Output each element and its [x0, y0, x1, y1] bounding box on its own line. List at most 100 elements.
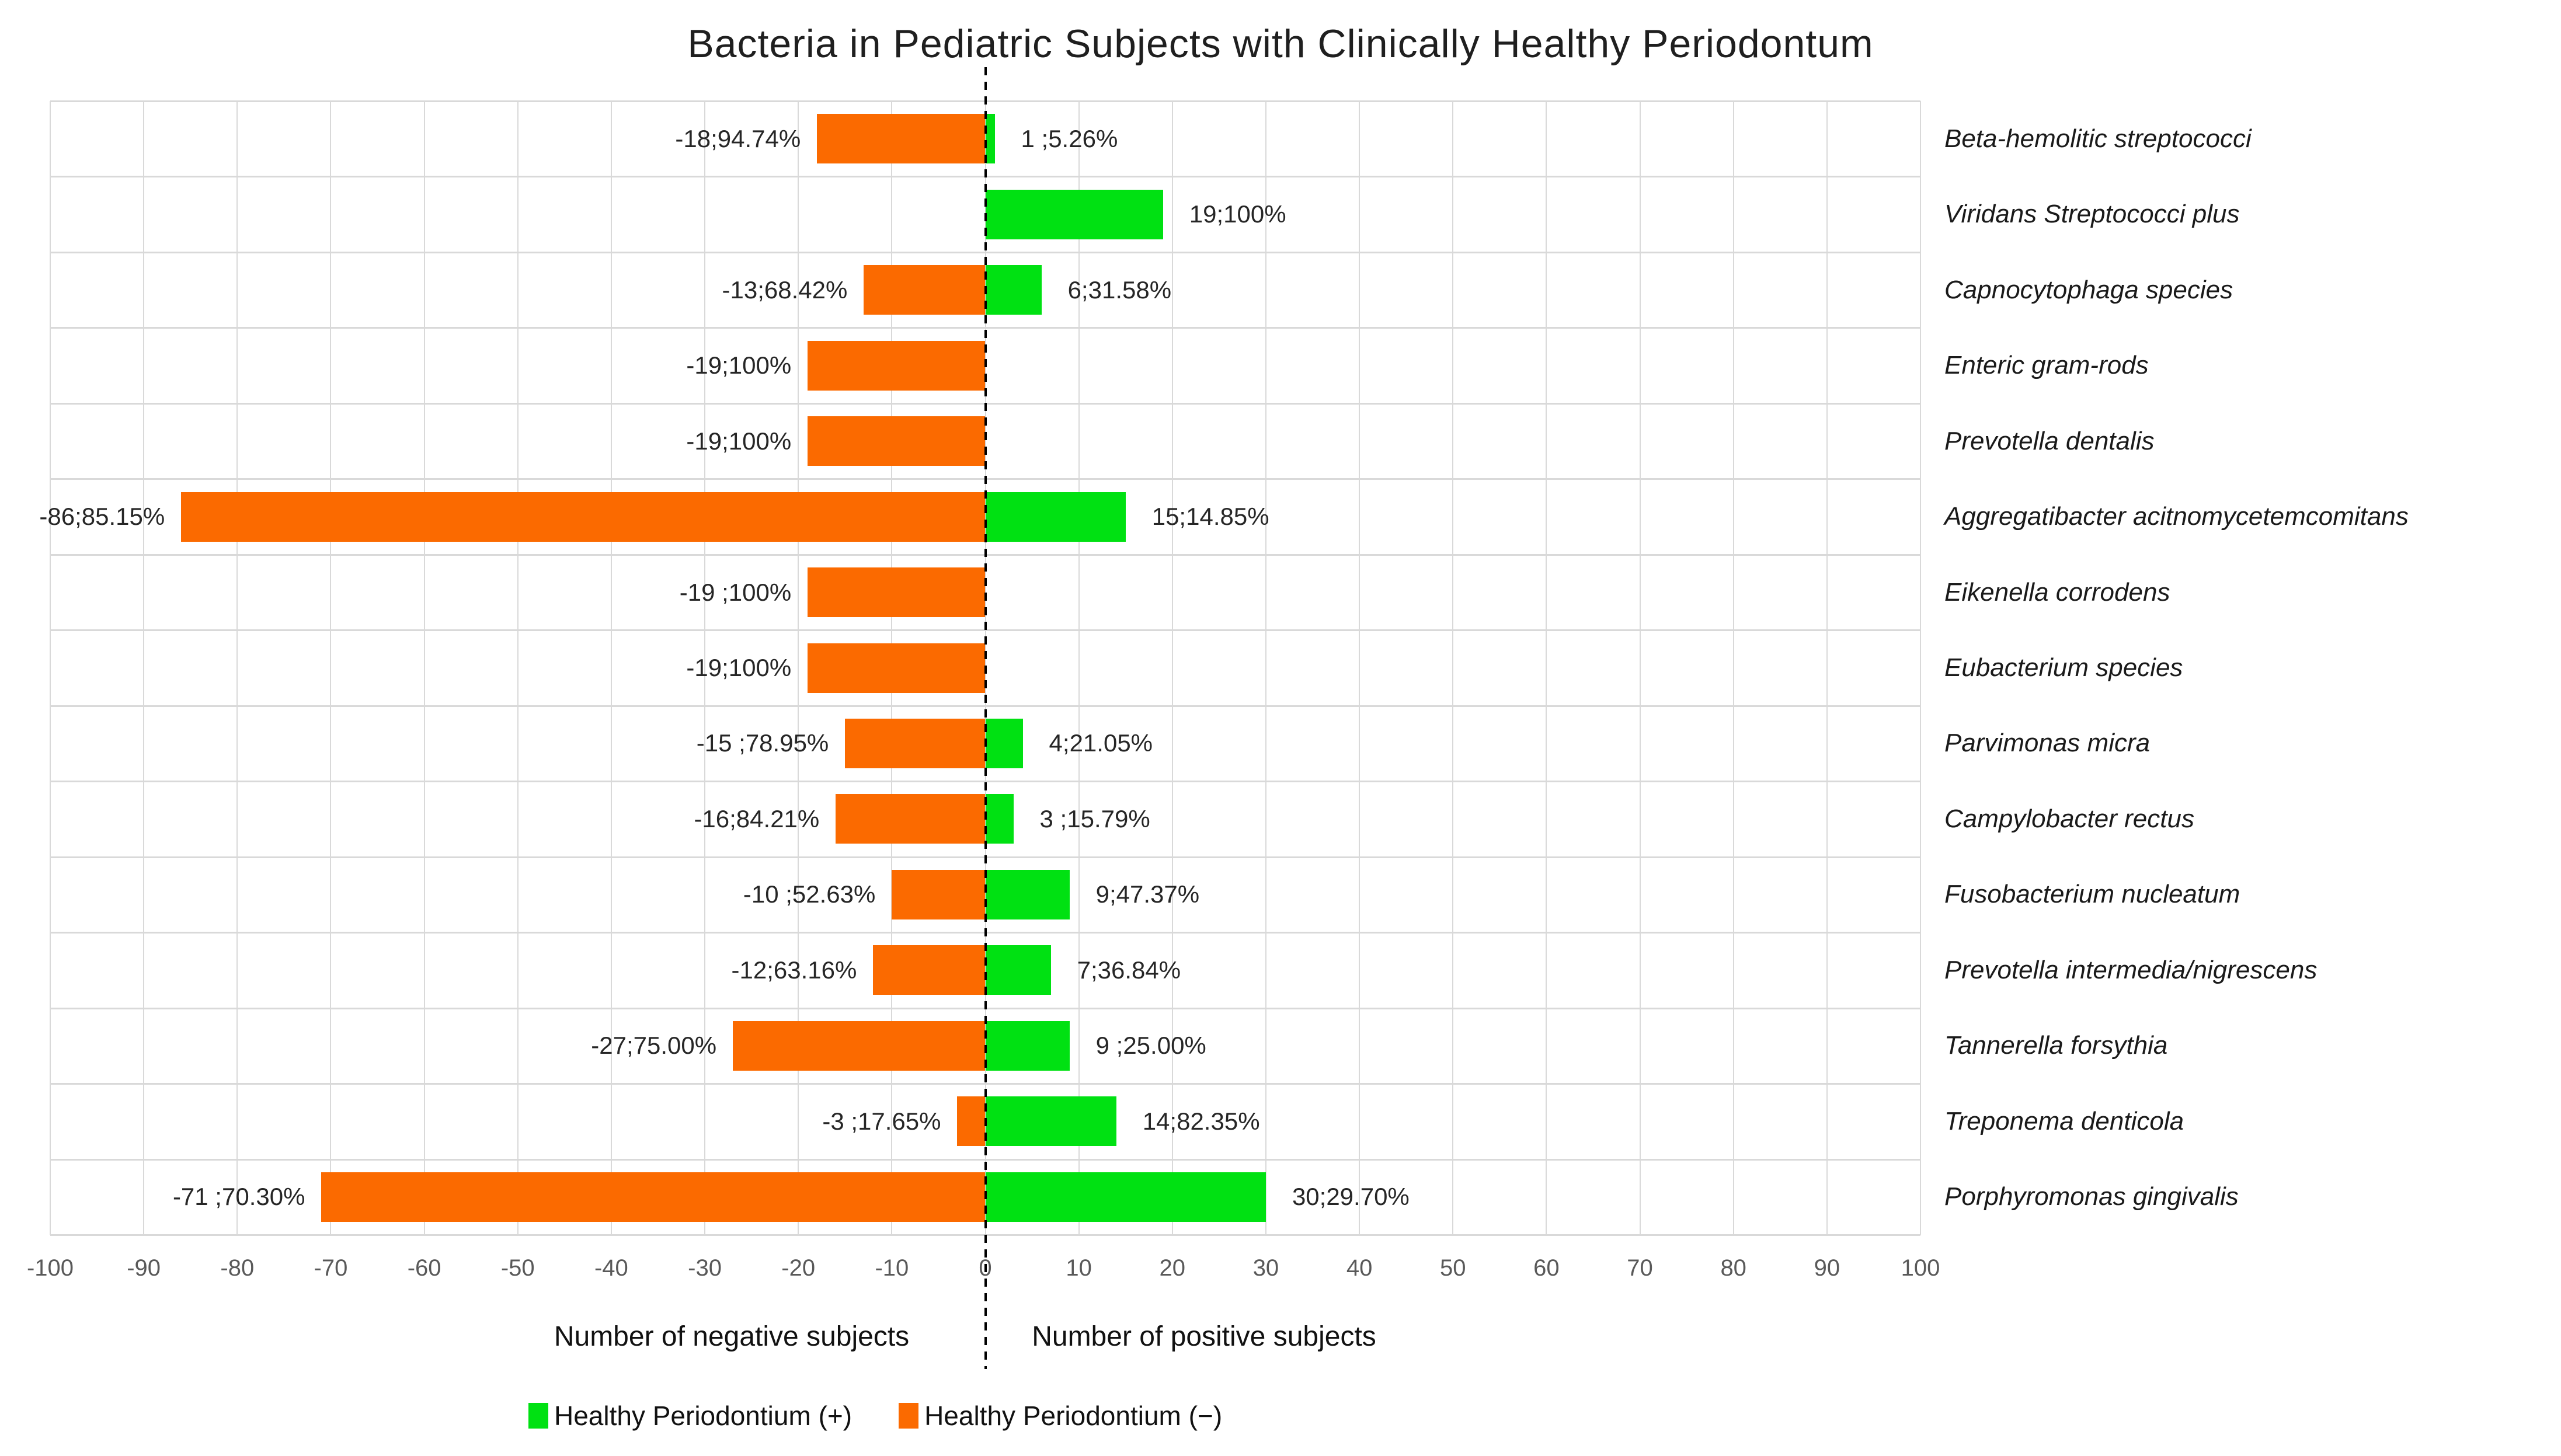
category-label: Aggregatibacter acitnomycetemcomitans	[1944, 502, 2409, 531]
bar-positive	[985, 1096, 1116, 1146]
x-tick-label: -40	[594, 1255, 628, 1281]
x-tick-label: 60	[1533, 1255, 1560, 1281]
gridline-vertical	[1171, 101, 1173, 1235]
gridline-vertical	[143, 101, 145, 1235]
chart-title: Bacteria in Pediatric Subjects with Clin…	[687, 22, 1874, 66]
bar-negative	[957, 1096, 986, 1146]
x-tick-label: 0	[979, 1255, 992, 1281]
bar-label-positive: 15;14.85%	[1151, 503, 1269, 531]
x-tick-label: 10	[1066, 1255, 1092, 1281]
x-tick-label: -60	[407, 1255, 441, 1281]
category-label: Fusobacterium nucleatum	[1944, 880, 2240, 909]
bar-negative	[808, 341, 986, 391]
x-tick-label: 50	[1440, 1255, 1466, 1281]
bar-positive	[985, 190, 1163, 239]
gridline-vertical	[1826, 101, 1828, 1235]
zero-axis-dashed-line	[984, 67, 987, 1369]
bar-negative	[733, 1021, 986, 1071]
legend: Healthy Periodontium (+) Healthy Periodo…	[528, 1400, 1222, 1431]
category-label: Treponema denticola	[1944, 1106, 2184, 1135]
category-label: Enteric gram-rods	[1944, 351, 2149, 380]
bar-label-negative: -19;100%	[686, 654, 792, 681]
bar-label-positive: 6;31.58%	[1067, 276, 1172, 304]
x-tick-label: -70	[314, 1255, 348, 1281]
bar-positive	[985, 870, 1070, 919]
gridline-vertical	[1078, 101, 1080, 1235]
category-label: Porphyromonas gingivalis	[1944, 1182, 2239, 1211]
bar-label-positive: 4;21.05%	[1049, 729, 1153, 757]
bar-negative	[864, 265, 986, 315]
x-axis-label-negative: Number of negative subjects	[554, 1321, 910, 1352]
bar-label-positive: 1 ;5.26%	[1021, 124, 1118, 152]
x-tick-label: -20	[781, 1255, 816, 1281]
bar-negative	[845, 719, 986, 768]
bar-positive	[985, 945, 1051, 995]
bar-positive	[985, 794, 1014, 844]
gridline-vertical	[704, 101, 706, 1235]
bar-positive	[985, 1021, 1070, 1071]
x-axis-label-positive: Number of positive subjects	[1032, 1321, 1376, 1352]
bar-label-positive: 3 ;15.79%	[1039, 804, 1150, 833]
legend-item-positive: Healthy Periodontium (+)	[528, 1400, 852, 1431]
x-tick-label: -90	[127, 1255, 161, 1281]
gridline-vertical	[1359, 101, 1360, 1235]
bar-positive	[985, 492, 1126, 542]
gridline-vertical	[236, 101, 238, 1235]
bar-label-negative: -18;94.74%	[675, 124, 801, 152]
x-tick-label: 90	[1814, 1255, 1840, 1281]
gridline-vertical	[1920, 101, 1921, 1235]
x-tick-label: -80	[220, 1255, 255, 1281]
legend-swatch-positive	[528, 1403, 548, 1429]
x-tick-label: 20	[1159, 1255, 1186, 1281]
bar-negative	[836, 794, 986, 844]
bar-label-negative: -19 ;100%	[679, 578, 792, 606]
bar-label-negative: -15 ;78.95%	[696, 729, 829, 757]
bar-label-negative: -19;100%	[686, 427, 792, 455]
bar-label-negative: -13;68.42%	[722, 276, 848, 304]
bar-negative	[321, 1172, 986, 1222]
legend-label-positive: Healthy Periodontium (+)	[554, 1401, 852, 1431]
category-label: Eikenella corrodens	[1944, 577, 2170, 607]
bar-label-negative: -19;100%	[686, 351, 792, 379]
x-tick-label: -50	[500, 1255, 535, 1281]
bar-positive	[985, 719, 1023, 768]
bar-label-negative: -71 ;70.30%	[172, 1183, 305, 1211]
category-label: Campylobacter rectus	[1944, 804, 2194, 833]
bar-label-positive: 14;82.35%	[1142, 1107, 1260, 1135]
category-label: Tannerella forsythia	[1944, 1031, 2168, 1060]
legend-item-negative: Healthy Periodontium (−)	[899, 1400, 1222, 1431]
bar-label-positive: 30;29.70%	[1292, 1183, 1410, 1211]
category-label: Beta-hemolitic streptococci	[1944, 124, 2252, 153]
bar-negative	[808, 567, 986, 617]
x-tick-label: 40	[1346, 1255, 1373, 1281]
x-tick-label: 30	[1252, 1255, 1279, 1281]
bar-label-negative: -16;84.21%	[694, 804, 820, 833]
x-tick-label: -10	[875, 1255, 909, 1281]
gridline-vertical	[517, 101, 519, 1235]
gridline-vertical	[330, 101, 332, 1235]
bar-positive	[985, 114, 995, 163]
x-tick-label: 70	[1627, 1255, 1653, 1281]
category-label: Prevotella dentalis	[1944, 426, 2155, 455]
bar-negative	[181, 492, 986, 542]
x-tick-label: 80	[1720, 1255, 1746, 1281]
bar-negative	[808, 643, 986, 693]
gridline-vertical	[1265, 101, 1266, 1235]
bar-label-negative: -86;85.15%	[39, 503, 165, 531]
category-label: Eubacterium species	[1944, 653, 2183, 682]
bar-label-negative: -12;63.16%	[731, 956, 857, 984]
bar-negative	[817, 114, 986, 163]
bar-negative	[808, 416, 986, 466]
bar-positive	[985, 1172, 1266, 1222]
bar-label-negative: -27;75.00%	[591, 1032, 717, 1060]
bar-label-positive: 9;47.37%	[1095, 880, 1200, 908]
bar-label-positive: 9 ;25.00%	[1095, 1032, 1206, 1060]
gridline-vertical	[798, 101, 799, 1235]
legend-swatch-negative	[899, 1403, 919, 1429]
legend-label-negative: Healthy Periodontium (−)	[924, 1401, 1223, 1431]
bar-negative	[873, 945, 986, 995]
category-label: Capnocytophaga species	[1944, 275, 2233, 304]
x-tick-label: -30	[688, 1255, 722, 1281]
gridline-vertical	[610, 101, 612, 1235]
bar-label-negative: -10 ;52.63%	[743, 880, 876, 908]
